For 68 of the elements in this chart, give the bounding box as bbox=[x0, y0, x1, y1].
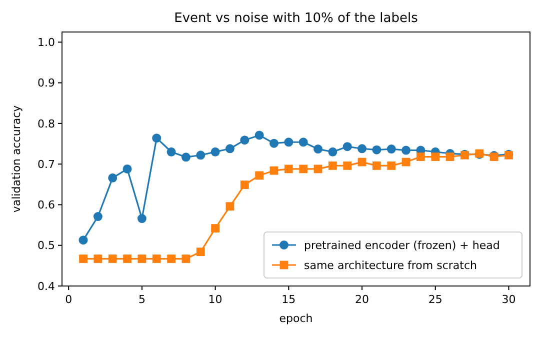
point bbox=[314, 144, 323, 154]
point bbox=[137, 214, 146, 224]
point bbox=[254, 130, 264, 140]
point bbox=[94, 254, 102, 263]
point bbox=[182, 254, 190, 263]
point bbox=[386, 144, 396, 154]
y-tick-label: 1.0 bbox=[38, 36, 55, 50]
legend-label: same architecture from scratch bbox=[304, 258, 478, 272]
y-axis-title: validation accuracy bbox=[10, 104, 23, 213]
point bbox=[269, 138, 278, 148]
point bbox=[152, 254, 161, 263]
point bbox=[122, 164, 132, 174]
x-tick-label: 20 bbox=[355, 293, 370, 306]
x-axis-title: epoch bbox=[279, 312, 313, 325]
point bbox=[372, 145, 382, 154]
point bbox=[314, 164, 322, 174]
point bbox=[446, 152, 454, 161]
point bbox=[181, 152, 190, 162]
point bbox=[211, 224, 220, 232]
point bbox=[342, 142, 352, 152]
y-tick-label: 0.7 bbox=[38, 158, 55, 171]
x-tick-label: 0 bbox=[65, 293, 72, 306]
point bbox=[196, 150, 206, 160]
point bbox=[270, 166, 278, 175]
point bbox=[167, 254, 176, 263]
point bbox=[298, 138, 308, 147]
point bbox=[225, 144, 234, 154]
y-tick-label: 0.9 bbox=[38, 76, 55, 90]
point bbox=[78, 236, 88, 245]
y-tick-label: 0.6 bbox=[38, 198, 55, 212]
x-tick-label: 30 bbox=[502, 293, 516, 306]
point bbox=[166, 147, 176, 156]
point bbox=[210, 147, 220, 156]
x-tick-label: 15 bbox=[282, 293, 296, 306]
y-tick-label: 0.5 bbox=[38, 239, 55, 252]
point bbox=[358, 158, 366, 166]
point bbox=[240, 136, 250, 145]
point bbox=[93, 212, 102, 222]
point bbox=[343, 162, 352, 170]
point bbox=[79, 254, 88, 263]
point bbox=[138, 254, 146, 263]
y-tick-label: 0.8 bbox=[38, 117, 55, 130]
point bbox=[372, 162, 381, 170]
point bbox=[240, 180, 249, 190]
y-tick-label: 0.4 bbox=[38, 280, 55, 293]
point bbox=[387, 162, 396, 170]
point bbox=[284, 164, 293, 174]
legend-label: pretrained encoder (frozen) + head bbox=[304, 238, 500, 252]
point bbox=[328, 147, 338, 156]
point bbox=[226, 202, 234, 211]
point bbox=[152, 134, 162, 143]
point bbox=[284, 138, 294, 147]
point bbox=[255, 171, 264, 180]
point bbox=[402, 158, 410, 166]
x-tick-label: 10 bbox=[208, 293, 222, 306]
point bbox=[108, 254, 117, 263]
chart-title: Event vs noise with 10% of the labels bbox=[174, 11, 418, 26]
x-tick-label: 25 bbox=[428, 293, 442, 306]
point bbox=[108, 173, 118, 182]
point bbox=[416, 152, 425, 161]
point bbox=[328, 162, 337, 170]
point bbox=[358, 144, 367, 154]
point bbox=[299, 164, 308, 174]
point bbox=[196, 248, 205, 256]
point bbox=[123, 254, 132, 263]
point bbox=[431, 152, 440, 161]
point bbox=[402, 146, 411, 155]
x-tick-label: 5 bbox=[138, 293, 146, 306]
